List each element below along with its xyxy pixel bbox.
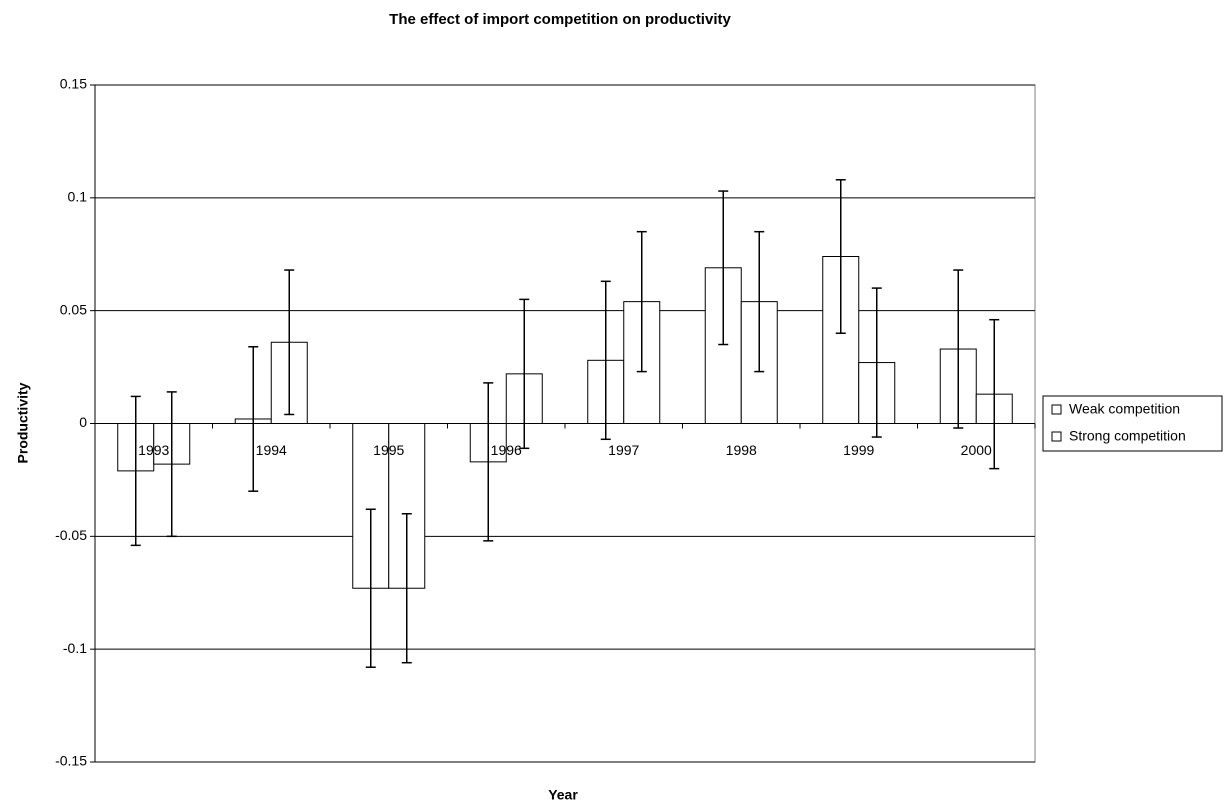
error-bar (248, 346, 259, 492)
x-tick-label: 1995 (373, 442, 404, 458)
error-bar (718, 190, 729, 346)
y-tick-label: -0.1 (63, 640, 87, 656)
error-bar (130, 395, 141, 547)
y-tick-label: -0.05 (55, 527, 87, 543)
y-tick-label: 0.15 (60, 76, 87, 92)
legend-marker (1051, 431, 1062, 442)
error-bar (754, 230, 765, 373)
x-tick-label: 1999 (843, 442, 874, 458)
error-bar (835, 179, 846, 334)
legend-label: Weak competition (1069, 401, 1180, 417)
error-bar (953, 269, 964, 429)
y-axis-title: Productivity (15, 382, 31, 463)
x-tick-label: 1997 (608, 442, 639, 458)
y-tick-label: -0.15 (55, 753, 87, 769)
error-bar (600, 280, 611, 441)
legend-label: Strong competition (1069, 428, 1186, 444)
error-bar (519, 298, 530, 450)
error-bar (989, 318, 1000, 470)
chart-title: The effect of import competition on prod… (389, 11, 731, 28)
x-tick-label: 1998 (726, 442, 757, 458)
error-bar (365, 508, 376, 668)
error-bar (401, 513, 412, 664)
error-bar (871, 287, 882, 438)
y-tick-label: 0.1 (68, 189, 88, 205)
y-tick-label: 0 (79, 414, 87, 430)
x-tick-label: 1993 (138, 442, 169, 458)
error-bar (483, 382, 494, 542)
x-axis-title: Year (548, 787, 578, 803)
legend-box (1042, 395, 1223, 452)
error-bar (636, 230, 647, 373)
x-tick-label: 1996 (491, 442, 522, 458)
legend-marker (1051, 404, 1062, 415)
error-bar (166, 391, 177, 538)
x-tick-label: 2000 (961, 442, 992, 458)
error-bar (284, 269, 295, 416)
y-tick-label: 0.05 (60, 301, 87, 317)
x-tick-label: 1994 (256, 442, 287, 458)
